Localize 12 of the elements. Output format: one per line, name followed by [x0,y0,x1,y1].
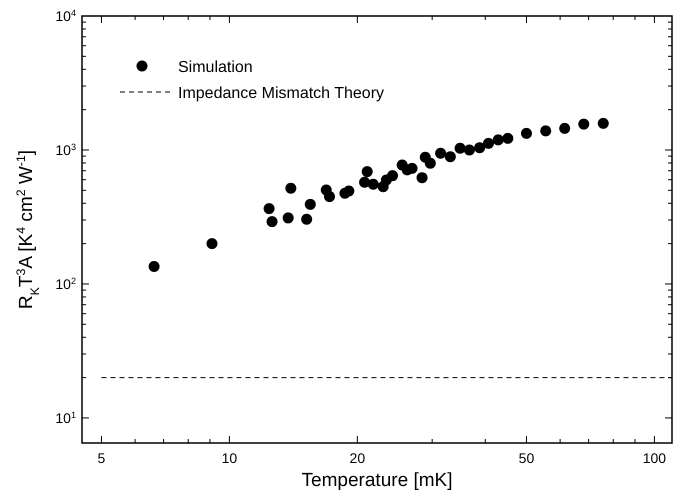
x-tick-label: 100 [642,450,666,466]
legend-label: Impedance Mismatch Theory [178,85,384,102]
y-tick-label: 10$^{1}$ [55,410,76,426]
x-tick-label: 5 [98,450,106,466]
y-tick-label: 10$^{3}$ [55,142,76,158]
x-tick-label: 20 [350,450,366,466]
y-tick-label: 10$^{2}$ [55,276,76,292]
x-tick-label: 50 [518,450,534,466]
y-tick-label: 10$^{4}$ [55,8,76,24]
legend-label: Simulation [178,59,253,76]
x-tick-label: 10 [222,450,238,466]
x-axis-title: Temperature [mK] [302,470,452,491]
